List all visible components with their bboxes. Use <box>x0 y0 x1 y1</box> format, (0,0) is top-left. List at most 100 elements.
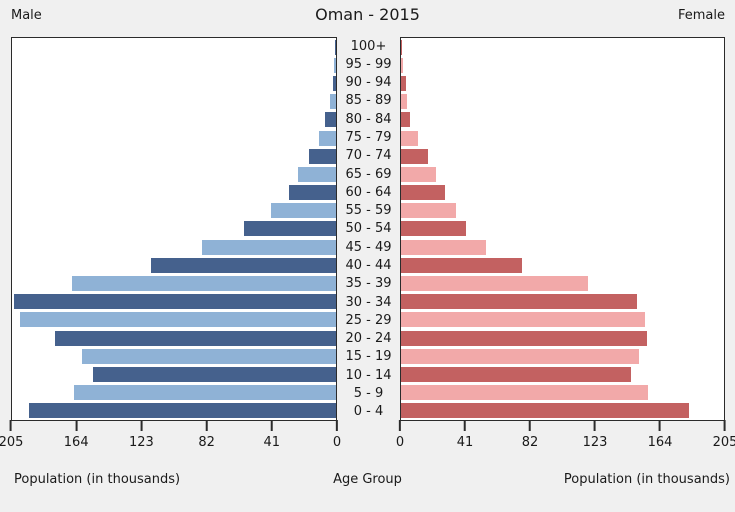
female-bars-panel <box>400 37 725 421</box>
female-bar-row <box>401 311 724 329</box>
male-bar <box>151 257 336 273</box>
male-bar-row <box>12 202 336 220</box>
male-bar-row <box>12 293 336 311</box>
male-bar <box>201 239 336 255</box>
male-bar-row <box>12 93 336 111</box>
age-label: 85 - 89 <box>345 93 392 109</box>
axis-tick-group: 0 <box>333 420 341 450</box>
female-bar <box>401 403 690 419</box>
female-bar-row <box>401 184 724 202</box>
male-bar <box>19 312 336 328</box>
female-bar-row <box>401 384 724 402</box>
male-bar <box>329 94 336 110</box>
axis-tick-mark <box>205 420 208 431</box>
female-bar <box>401 130 419 146</box>
axis-tick-group: 164 <box>647 420 673 450</box>
age-group-labels: 100+ 95 - 99 90 - 94 85 - 89 80 - 84 75 - 79 7… <box>337 37 400 421</box>
male-bar-row <box>12 365 336 383</box>
male-bar <box>332 75 336 91</box>
axis-tick-mark <box>658 420 661 431</box>
axis-tick-group: 41 <box>457 420 473 450</box>
age-label: 50 - 54 <box>345 221 392 237</box>
age-label: 70 - 74 <box>345 148 392 164</box>
male-bar <box>29 403 336 419</box>
female-bar <box>401 75 406 91</box>
male-bar-row <box>12 129 336 147</box>
axis-tick-group: 82 <box>198 420 215 450</box>
axis-tick-label: 164 <box>63 435 89 450</box>
female-bar-row <box>401 129 724 147</box>
age-label: 45 - 49 <box>345 239 392 255</box>
axis-tick-label: 205 <box>712 435 735 450</box>
male-bar-row <box>12 165 336 183</box>
male-bar <box>309 148 336 164</box>
female-bar <box>401 294 638 310</box>
female-bar-row <box>401 293 724 311</box>
male-bar <box>81 348 336 364</box>
male-bar-row <box>12 147 336 165</box>
female-bar-row <box>401 74 724 92</box>
axis-tick-mark <box>723 420 726 431</box>
female-bar-row <box>401 202 724 220</box>
male-bar <box>335 39 336 55</box>
age-label: 20 - 24 <box>345 331 392 347</box>
axis-tick-mark <box>336 420 338 431</box>
male-bar <box>298 166 336 182</box>
age-label: 95 - 99 <box>345 56 392 72</box>
male-bar-row <box>12 256 336 274</box>
male-bar <box>271 203 336 219</box>
age-label: 60 - 64 <box>345 184 392 200</box>
axis-tick-group: 82 <box>522 420 538 450</box>
age-label: 5 - 9 <box>353 385 384 401</box>
male-bar-row <box>12 347 336 365</box>
axis-tick-mark <box>270 420 273 431</box>
female-bar <box>401 94 408 110</box>
age-label: 75 - 79 <box>345 130 392 146</box>
male-bar-row <box>12 329 336 347</box>
axis-tick-mark <box>399 420 401 431</box>
female-bar <box>401 366 632 382</box>
age-label: 30 - 34 <box>345 294 392 310</box>
axis-tick-group: 123 <box>129 420 154 450</box>
female-bar-row <box>401 220 724 238</box>
age-label: 15 - 19 <box>345 349 392 365</box>
age-label: 80 - 84 <box>345 111 392 127</box>
female-bar <box>401 276 589 292</box>
age-label: 0 - 4 <box>353 404 384 420</box>
female-x-axis: 0 41 82 123 164 205 <box>396 420 735 456</box>
male-bar-row <box>12 74 336 92</box>
age-label: 65 - 69 <box>345 166 392 182</box>
axis-tick-group: 0 <box>396 420 404 450</box>
center-axis-caption: Age Group <box>333 472 402 487</box>
male-bar <box>334 57 336 73</box>
female-bar-row <box>401 365 724 383</box>
male-bar-row <box>12 38 336 56</box>
female-bar <box>401 39 402 55</box>
axis-tick-mark <box>463 420 466 431</box>
male-bar <box>288 185 336 201</box>
female-bar-row <box>401 256 724 274</box>
axis-tick-group: 205 <box>713 420 735 450</box>
axis-tick-label: 0 <box>332 435 342 450</box>
female-bar-row <box>401 56 724 74</box>
male-bar <box>54 330 336 346</box>
age-label: 100+ <box>350 38 387 54</box>
male-bar-row <box>12 402 336 420</box>
female-series-label: Female <box>677 8 725 23</box>
male-bar-row <box>12 220 336 238</box>
age-label: 10 - 14 <box>345 367 392 383</box>
male-axis-caption: Population (in thousands) <box>14 472 181 487</box>
male-bars-panel <box>11 37 337 421</box>
axis-tick-mark <box>140 420 143 431</box>
male-bar <box>318 130 336 146</box>
axis-tick-label: 164 <box>647 435 673 450</box>
female-bar-row <box>401 329 724 347</box>
female-bar <box>401 385 649 401</box>
male-bar-row <box>12 384 336 402</box>
female-bar <box>401 166 436 182</box>
female-bar <box>401 148 428 164</box>
male-bar <box>13 294 336 310</box>
female-bar-row <box>401 274 724 292</box>
axis-tick-mark <box>528 420 531 431</box>
